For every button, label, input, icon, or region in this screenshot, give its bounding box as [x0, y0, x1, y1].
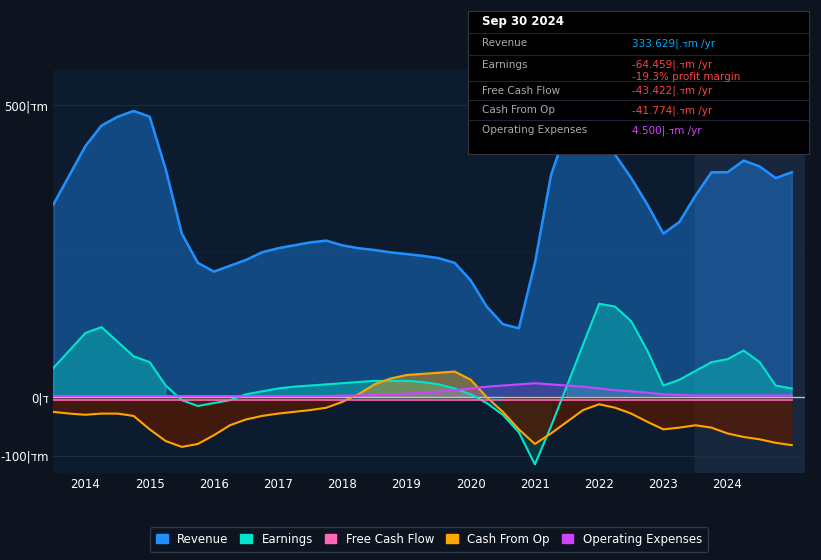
Text: -41.774|.דm /yr: -41.774|.דm /yr [631, 105, 712, 116]
Text: -64.459|.דm /yr: -64.459|.דm /yr [631, 59, 712, 70]
Text: 333.629|.דm /yr: 333.629|.דm /yr [631, 38, 714, 49]
Text: Revenue: Revenue [482, 38, 527, 48]
Text: -43.422|.דm /yr: -43.422|.דm /yr [631, 86, 712, 96]
Text: -19.3% profit margin: -19.3% profit margin [631, 72, 740, 82]
Bar [695, 70, 805, 473]
Text: Earnings: Earnings [482, 60, 527, 70]
Text: Free Cash Flow: Free Cash Flow [482, 86, 560, 96]
Text: 4.500|.דm /yr: 4.500|.דm /yr [631, 125, 701, 136]
Legend: Revenue, Earnings, Free Cash Flow, Cash From Op, Operating Expenses: Revenue, Earnings, Free Cash Flow, Cash … [150, 527, 708, 552]
Text: Cash From Op: Cash From Op [482, 105, 555, 115]
Text: Sep 30 2024: Sep 30 2024 [482, 16, 563, 29]
Text: Operating Expenses: Operating Expenses [482, 125, 587, 136]
